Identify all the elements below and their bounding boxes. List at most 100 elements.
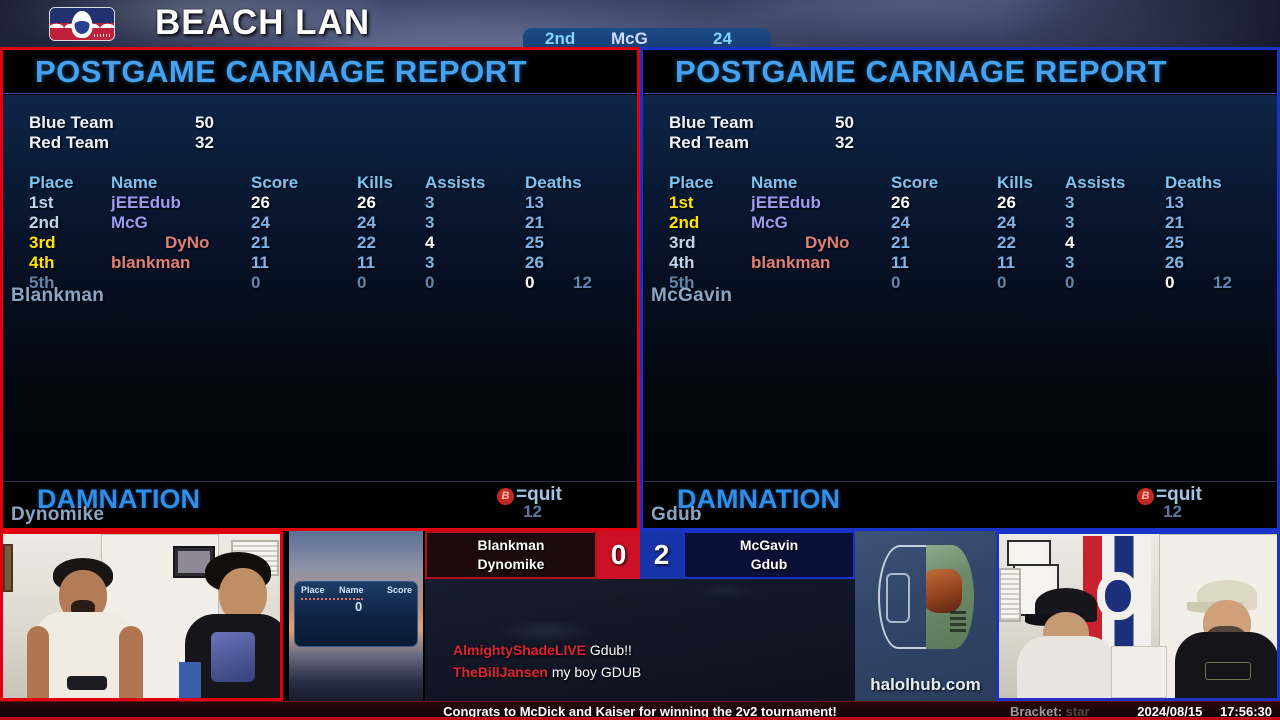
cell-kills: 11 <box>997 253 1015 272</box>
pcr-title: POSTGAME CARNAGE REPORT <box>643 50 1277 94</box>
webcam-scene <box>3 534 280 698</box>
quit-prompt[interactable]: B =quit 12 <box>1137 484 1233 524</box>
mini-score-value: 0 <box>355 599 363 614</box>
mini-name: McG <box>611 29 648 47</box>
cell-score: 21 <box>891 233 910 252</box>
halolhub-watermark[interactable]: halolhub.com <box>855 531 996 701</box>
quit-countdown: 12 <box>523 502 542 521</box>
event-title: BEACH LAN <box>155 3 371 42</box>
cell-assists: 0 <box>1065 273 1075 292</box>
player-avatar <box>1175 580 1277 698</box>
stream-header: BEACH LAN 2nd McG 24 3rd DyNo 21 <box>0 0 1280 47</box>
helmet-grill <box>949 611 966 633</box>
arm-right <box>119 626 143 698</box>
pcr-footer: DAMNATION Gdub B =quit 12 <box>643 481 1277 528</box>
pcr-title: POSTGAME CARNAGE REPORT <box>3 50 637 94</box>
chat-text: Gdub!! <box>589 642 632 658</box>
date-value: 2024/08/15 <box>1137 704 1203 719</box>
shirt-logo <box>1205 662 1251 680</box>
head <box>219 568 267 622</box>
cell-score: 0 <box>891 273 901 292</box>
cell-deaths: 25 <box>525 233 544 252</box>
bracket-label: Bracket: <box>1010 704 1063 719</box>
webcam-scene <box>999 534 1277 698</box>
quit-prompt[interactable]: B =quit 12 <box>497 484 593 524</box>
controller <box>67 676 107 690</box>
match-scorebar: Blankman Dynomike 0 2 McGavin Gdub <box>425 531 855 579</box>
cell-kills: 11 <box>357 253 375 272</box>
chat-message: AlmightyShadeLIVE Gdub!! <box>453 639 641 661</box>
team-label: Red Team <box>669 133 749 152</box>
cell-kills: 24 <box>997 213 1016 232</box>
mini-col-name: Name <box>339 585 364 595</box>
mini-col-score: Score <box>387 585 413 595</box>
blue-team-names: McGavin Gdub <box>683 531 855 579</box>
chair <box>179 662 201 698</box>
cell-name: blankman <box>111 253 191 272</box>
logo-microtext <box>94 34 110 37</box>
header-mini-scoreboard: 2nd McG 24 3rd DyNo 21 <box>523 28 771 47</box>
watermark-label: halolhub.com <box>870 675 981 694</box>
cell-kills: 22 <box>357 233 376 252</box>
status-underline <box>0 717 1280 720</box>
table-row: 4th blankman 11 11 3 26 <box>29 253 629 273</box>
team-score: 50 <box>835 113 854 132</box>
b-button-icon: B <box>497 488 514 505</box>
quit-label: =quit <box>1156 484 1202 505</box>
cell-deaths: 21 <box>525 213 544 232</box>
cell-deaths: 21 <box>1165 213 1184 232</box>
stream-player-label: Gdub <box>651 504 702 525</box>
chat-username: AlmightyShadeLIVE <box>453 642 587 658</box>
team-label: Red Team <box>29 133 109 152</box>
cell-name: McG <box>751 213 788 232</box>
cell-assists: 4 <box>1065 233 1075 252</box>
pcr-panel-left: POSTGAME CARNAGE REPORT Blue Team 50 Red Te… <box>0 47 640 531</box>
helmet-rendered-half <box>925 545 974 649</box>
cell-place: 3rd <box>29 233 56 252</box>
table-header-row: Place Name Score Kills Assists Deaths <box>29 173 629 193</box>
column-header-name: Name <box>111 173 158 192</box>
cell-deaths: 0 <box>525 273 535 292</box>
mini-place: 2nd <box>545 29 576 47</box>
clock: 2024/08/15 17:56:30 <box>1123 702 1272 720</box>
table-row: 5th 0 0 0 0 12 <box>669 273 1269 293</box>
cell-assists: 4 <box>425 233 435 252</box>
cell-score: 21 <box>251 233 270 252</box>
torso <box>1175 632 1277 698</box>
cell-place: 5th <box>29 273 55 292</box>
cell-deaths: 26 <box>1165 253 1184 272</box>
table-row: 3rd DyNo 21 22 4 25 <box>669 233 1269 253</box>
beach-lan-logo-icon <box>49 7 115 41</box>
blue-player-1: McGavin <box>739 537 799 553</box>
map-name: DAMNATION <box>37 484 200 514</box>
cell-place: 1st <box>29 193 54 212</box>
player-avatar <box>27 558 143 698</box>
table-row: 2nd McG 24 24 3 21 <box>29 213 629 233</box>
cell-score: 26 <box>891 193 910 212</box>
cell-assists: 3 <box>425 213 435 232</box>
cell-place: 4th <box>669 253 695 272</box>
cell-assists: 3 <box>1065 213 1075 232</box>
table-row: 1st jEEEdub 26 26 3 13 <box>29 193 629 213</box>
chat-message: TheBillJansen my boy GDUB <box>453 661 641 683</box>
cell-name: DyNo <box>805 233 850 252</box>
mini-score: 24 <box>713 29 732 47</box>
team-score: 32 <box>195 133 214 152</box>
column-header-kills: Kills <box>357 173 393 192</box>
webcam-red-team <box>0 531 283 701</box>
cell-extra: 12 <box>1213 273 1232 292</box>
b-button-icon: B <box>1137 488 1154 505</box>
scoreboard-table: Place Name Score Kills Assists Deaths 1st jEEEd… <box>669 173 1269 293</box>
shirt-graphic <box>211 632 255 682</box>
cell-name: DyNo <box>165 233 210 252</box>
chat-text: my boy GDUB <box>551 664 642 680</box>
column-header-score: Score <box>251 173 299 192</box>
cell-place: 5th <box>669 273 695 292</box>
bracket-value: star <box>1065 704 1090 719</box>
quit-label: =quit <box>516 484 562 505</box>
helmet-visor <box>925 569 962 613</box>
logo-visor <box>74 20 90 34</box>
red-player-2: Dynomike <box>477 556 545 572</box>
pcr-body: Blue Team 50 Red Team 32 Place Name Score Kills… <box>3 95 637 481</box>
cell-kills: 26 <box>997 193 1016 212</box>
